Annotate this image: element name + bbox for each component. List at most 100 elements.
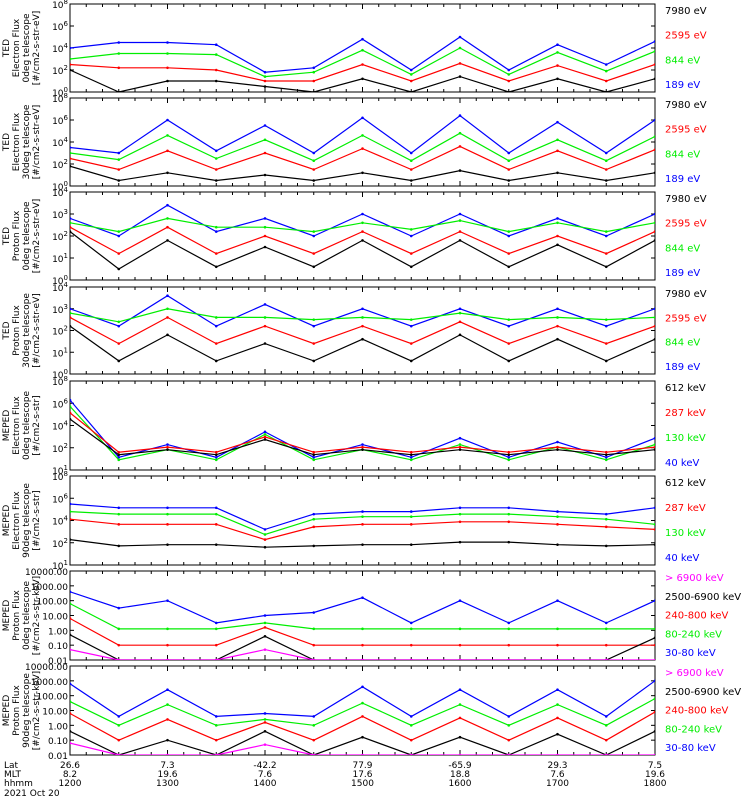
data-point bbox=[312, 453, 316, 457]
y-tick-label: 102 bbox=[52, 230, 68, 243]
data-point bbox=[117, 724, 121, 727]
data-point bbox=[653, 135, 655, 138]
y-tick-label: 10.00 bbox=[42, 708, 68, 718]
data-point bbox=[409, 450, 413, 454]
data-point bbox=[166, 79, 169, 83]
data-point bbox=[556, 658, 559, 660]
data-point bbox=[214, 455, 218, 459]
y-tick-label: 108 bbox=[52, 92, 68, 105]
footer-hhmm-value: 1300 bbox=[156, 779, 179, 789]
data-point bbox=[409, 753, 413, 755]
data-point bbox=[166, 543, 169, 546]
data-point bbox=[556, 753, 559, 755]
data-point bbox=[653, 506, 655, 510]
y-label-line: MEPED bbox=[2, 600, 12, 632]
data-point bbox=[653, 40, 655, 43]
data-point bbox=[312, 179, 316, 182]
data-point bbox=[117, 52, 121, 55]
data-point bbox=[70, 648, 72, 651]
data-point bbox=[214, 627, 218, 631]
y-tick-label: 101 bbox=[52, 559, 68, 572]
data-point bbox=[117, 168, 121, 171]
data-point bbox=[263, 721, 267, 724]
data-point bbox=[361, 171, 364, 175]
y-label-line: [#/cm2-s-str-eV] bbox=[32, 11, 42, 86]
data-point bbox=[604, 318, 608, 321]
data-point bbox=[604, 324, 608, 328]
data-point bbox=[166, 512, 169, 516]
data-point bbox=[166, 627, 169, 631]
data-point bbox=[117, 738, 121, 742]
data-point bbox=[312, 159, 316, 162]
data-point bbox=[653, 448, 655, 451]
legend-entry: 2595 eV bbox=[665, 313, 707, 324]
data-point bbox=[604, 715, 608, 718]
data-point bbox=[312, 252, 316, 255]
data-point bbox=[70, 316, 72, 319]
data-point bbox=[556, 221, 559, 225]
data-point bbox=[604, 79, 608, 83]
y-axis-label: TED Electron Flux 30deg telescope [#/cm2-s-… bbox=[2, 104, 42, 179]
data-point bbox=[653, 729, 655, 733]
legend-entry: 612 keV bbox=[665, 383, 706, 394]
data-point bbox=[556, 445, 559, 449]
data-point bbox=[458, 540, 462, 544]
data-point bbox=[263, 85, 267, 88]
data-point bbox=[312, 450, 316, 454]
data-point bbox=[409, 510, 413, 513]
data-point bbox=[166, 134, 169, 137]
panel-meped-proton-90deg: 10000.00 1000.00 100.00 10.00 1.00 0.10 0.01 ME… bbox=[2, 663, 741, 762]
data-point bbox=[117, 715, 121, 718]
data-point bbox=[653, 230, 655, 233]
data-point bbox=[214, 324, 218, 328]
footer-hhmm-value: 1400 bbox=[254, 779, 277, 789]
series-group bbox=[70, 203, 655, 271]
data-point bbox=[507, 90, 511, 92]
data-point bbox=[556, 716, 559, 720]
data-point bbox=[70, 405, 72, 408]
data-point bbox=[653, 643, 655, 647]
data-point bbox=[409, 621, 413, 625]
data-point bbox=[70, 411, 72, 415]
data-point bbox=[361, 443, 364, 446]
data-point bbox=[507, 359, 511, 363]
plot-frame bbox=[69, 286, 656, 375]
data-point bbox=[507, 621, 511, 625]
data-point bbox=[409, 168, 413, 171]
data-point bbox=[263, 342, 267, 345]
data-point bbox=[312, 168, 316, 171]
y-tick-label: 0.10 bbox=[48, 737, 68, 747]
data-point bbox=[263, 621, 267, 625]
data-point bbox=[312, 611, 316, 614]
legend-entry: 2595 eV bbox=[665, 31, 707, 42]
data-point bbox=[117, 606, 121, 610]
data-point bbox=[556, 43, 559, 46]
data-point bbox=[117, 66, 121, 70]
panel-ted-proton-0deg: 104 103 102 101 100 TED Proton Flux 0deg telesc… bbox=[2, 186, 707, 287]
series-group bbox=[70, 502, 655, 549]
data-point bbox=[604, 234, 608, 238]
data-point bbox=[117, 643, 121, 647]
data-point bbox=[166, 333, 169, 337]
data-point bbox=[556, 510, 559, 513]
data-point bbox=[458, 131, 462, 135]
data-point bbox=[166, 225, 169, 229]
data-point bbox=[263, 528, 267, 531]
data-point bbox=[507, 458, 511, 462]
data-point bbox=[604, 63, 608, 66]
data-point bbox=[263, 324, 267, 328]
plot-frame bbox=[69, 97, 656, 187]
data-point bbox=[361, 701, 364, 705]
y-label-line: [#/cm2-s-str] bbox=[32, 490, 42, 550]
data-point bbox=[214, 621, 218, 625]
data-point bbox=[70, 700, 72, 703]
data-point bbox=[117, 252, 121, 255]
legend-entry: > 6900 keV bbox=[665, 668, 724, 679]
data-point bbox=[409, 68, 413, 72]
data-point bbox=[361, 212, 364, 216]
data-point bbox=[263, 173, 267, 177]
data-point bbox=[653, 63, 655, 66]
data-point bbox=[458, 753, 462, 755]
data-point bbox=[556, 307, 559, 311]
